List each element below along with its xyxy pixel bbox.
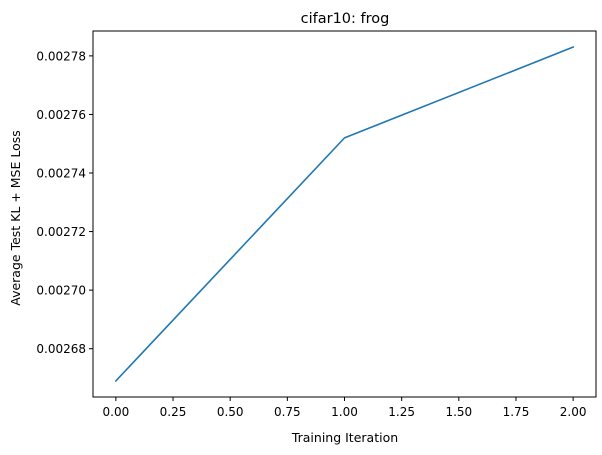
x-axis-label: Training Iteration (291, 430, 398, 445)
series-line (114, 46, 575, 383)
y-axis-ticks: 0.00268 0.00270 0.00272 0.00274 0.00276 0.002… (36, 49, 93, 356)
chart-title: cifar10: frog (301, 11, 390, 27)
y-tick-label: 0.00268 (36, 342, 86, 356)
x-tick-label: 1.50 (445, 405, 472, 419)
series-layer (114, 46, 575, 383)
x-axis-ticks: 0.00 0.25 0.50 0.75 1.00 1.25 1.50 1.75 2.00 (103, 397, 587, 419)
x-tick-label: 0.75 (274, 405, 301, 419)
x-tick-label: 2.00 (560, 405, 587, 419)
y-tick-label: 0.00270 (36, 284, 86, 298)
x-tick-label: 1.00 (331, 405, 358, 419)
y-tick-label: 0.00274 (36, 167, 86, 181)
x-tick-label: 0.00 (103, 405, 130, 419)
y-axis-label: Average Test KL + MSE Loss (8, 130, 23, 305)
x-tick-label: 1.25 (388, 405, 415, 419)
y-tick-label: 0.00272 (36, 225, 86, 239)
x-tick-label: 0.50 (217, 405, 244, 419)
y-tick-label: 0.00276 (36, 108, 86, 122)
x-tick-label: 0.25 (160, 405, 187, 419)
x-tick-label: 1.75 (503, 405, 530, 419)
y-tick-label: 0.00278 (36, 49, 86, 63)
